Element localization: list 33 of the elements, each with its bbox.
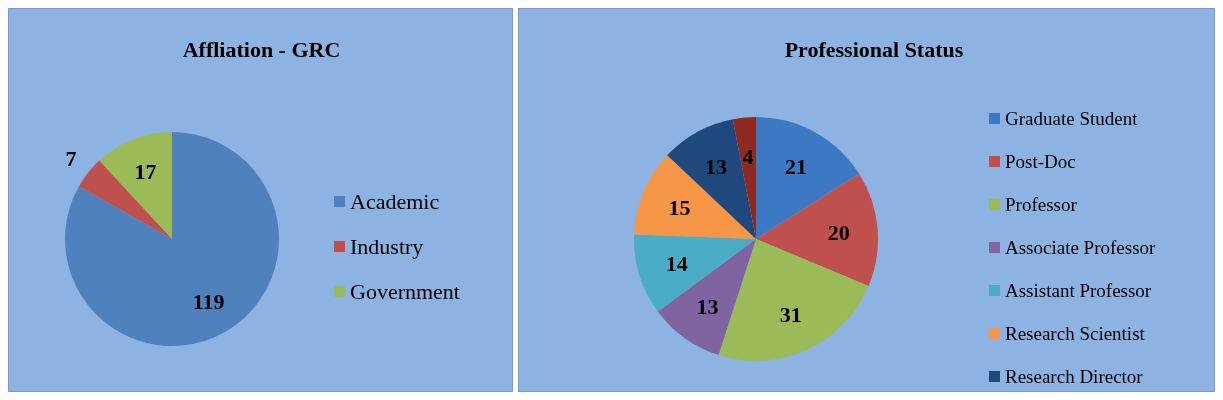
pie-slice xyxy=(756,117,860,239)
legend-label: Industry xyxy=(350,233,424,260)
data-label: 13 xyxy=(696,293,719,319)
data-label: 21 xyxy=(785,153,808,179)
pie-slice xyxy=(718,239,869,361)
pie-slice xyxy=(99,132,172,239)
legend-label: Assistant Professor xyxy=(1005,279,1152,302)
pie-slice xyxy=(78,160,172,239)
legend-label: Research Director xyxy=(1005,365,1143,388)
pie-slice xyxy=(732,117,756,239)
data-label: 4 xyxy=(742,143,754,169)
data-label: 13 xyxy=(704,153,727,179)
data-label: 31 xyxy=(779,301,802,327)
data-label: 15 xyxy=(668,194,691,220)
data-label: 17 xyxy=(134,158,157,184)
legend-label: Government xyxy=(350,278,460,305)
pie-slice xyxy=(756,173,878,287)
pie-slice xyxy=(634,234,756,312)
pie-slice xyxy=(667,119,756,239)
pie-slice xyxy=(657,239,756,356)
legend-label: Associate Professor xyxy=(1005,236,1156,259)
legend-label: Academic xyxy=(350,188,440,215)
data-label: 119 xyxy=(192,289,225,315)
data-label: 20 xyxy=(827,219,850,245)
data-label: 14 xyxy=(665,251,688,276)
legend-label: Professor xyxy=(1005,193,1077,216)
pie-slice xyxy=(65,132,279,346)
legend-label: Post-Doc xyxy=(1005,150,1076,173)
legend-label: Research Scientist xyxy=(1005,322,1145,345)
data-label: 7 xyxy=(65,146,77,172)
chart-title: Professional Status xyxy=(783,37,965,63)
legend-label: Graduate Student xyxy=(1005,107,1138,130)
chart-title: Affliation - GRC xyxy=(181,37,342,63)
